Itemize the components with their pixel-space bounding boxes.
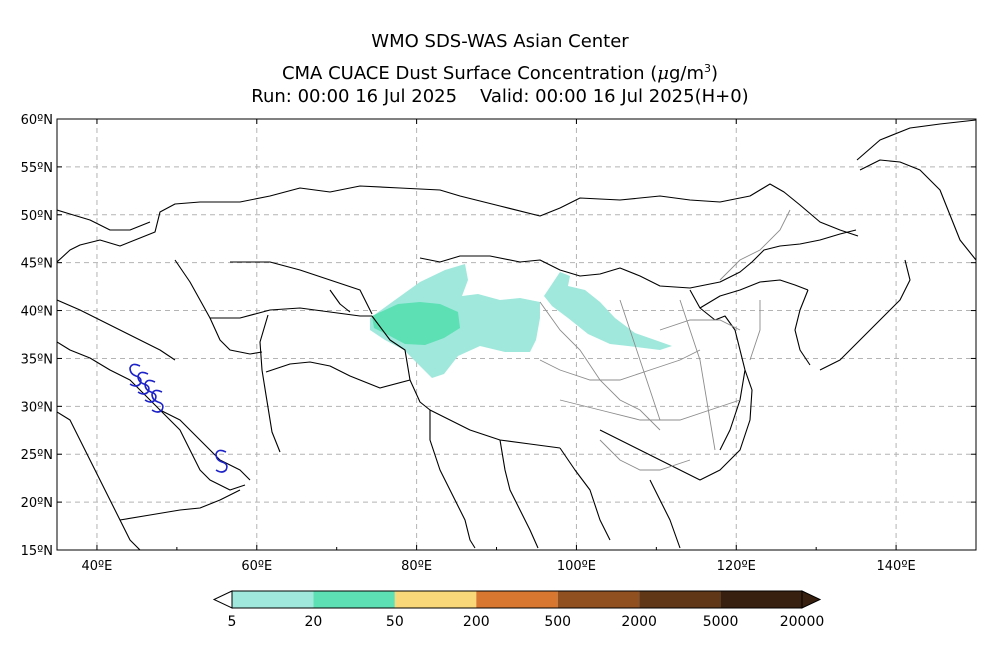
colorbar-segment	[313, 591, 395, 608]
lat-label: 40ºN	[21, 305, 53, 320]
colorbar-segment	[557, 591, 640, 608]
map-frame	[56, 118, 977, 551]
dust-concentration-field	[370, 264, 672, 378]
lat-label: 20ºN	[21, 496, 53, 511]
colorbar-label: 200	[462, 614, 490, 630]
colorbar-label: 2000	[621, 614, 657, 630]
title-close: )	[711, 63, 719, 84]
lon-label: 100ºE	[557, 559, 596, 574]
s-symbol-1	[129, 363, 142, 387]
figure-title-line1: WMO SDS-WAS Asian Center	[371, 31, 629, 52]
lat-label: 25ºN	[21, 448, 53, 463]
colorbar-label: 5000	[702, 614, 739, 630]
dust-symbols	[129, 363, 228, 473]
title-text: CMA CUACE Dust Surface Concentration (	[281, 63, 658, 84]
s-symbol-5	[215, 449, 228, 473]
s-symbol-4	[151, 389, 164, 413]
mu-symbol: μ	[657, 63, 669, 84]
colorbar-segment	[232, 591, 314, 608]
lat-label: 60ºN	[21, 113, 53, 128]
unit-text: g/m	[668, 63, 705, 84]
colorbar-under-arrow	[212, 590, 233, 609]
colorbar-label: 50	[385, 614, 404, 630]
lat-label: 30ºN	[21, 400, 53, 415]
s-symbol-3	[144, 379, 157, 403]
dust-region-hexi-low	[544, 272, 672, 350]
dust-region-tarim-mid	[372, 302, 460, 345]
colorbar-segment	[394, 591, 477, 608]
lon-label: 40ºE	[82, 559, 113, 574]
country-borders	[57, 119, 976, 550]
colorbar-label: 5	[227, 614, 237, 630]
lon-label: 120ºE	[717, 559, 756, 574]
lon-label: 140ºE	[877, 559, 916, 574]
colorbar-segment	[476, 591, 558, 608]
lon-label: 60ºE	[241, 559, 272, 574]
longitude-labels: 40ºE 60ºE 80ºE 100ºE 120ºE 140ºE	[82, 559, 916, 574]
unit-exponent: 3	[704, 62, 712, 75]
colorbar-segment	[639, 591, 721, 608]
colorbar-over-arrow	[801, 590, 822, 609]
axis-ticks	[57, 118, 977, 551]
lat-label: 50ºN	[21, 209, 53, 224]
s-symbol-2	[137, 371, 150, 395]
lat-label: 55ºN	[21, 161, 53, 176]
colorbar-label: 20	[304, 614, 323, 630]
colorbar-segment	[720, 591, 802, 608]
province-borders	[539, 209, 791, 471]
latitude-labels: 60ºN 55ºN 50ºN 45ºN 40ºN 35ºN 30ºN 25ºN 20ºN 15ºN	[21, 113, 53, 559]
colorbar-outline	[231, 590, 803, 609]
lat-label: 35ºN	[21, 352, 53, 367]
colorbar	[212, 590, 822, 609]
figure-title-line2: CMA CUACE Dust Surface Concentration (μg…	[0, 58, 1000, 85]
lat-label: 45ºN	[21, 257, 53, 272]
lat-label: 15ºN	[21, 544, 53, 559]
colorbar-label: 20000	[779, 614, 825, 630]
colorbar-label: 500	[544, 614, 572, 630]
lon-label: 80ºE	[401, 559, 432, 574]
figure-run-valid-line: Run: 00:00 16 Jul 2025 Valid: 00:00 16 J…	[251, 86, 749, 107]
